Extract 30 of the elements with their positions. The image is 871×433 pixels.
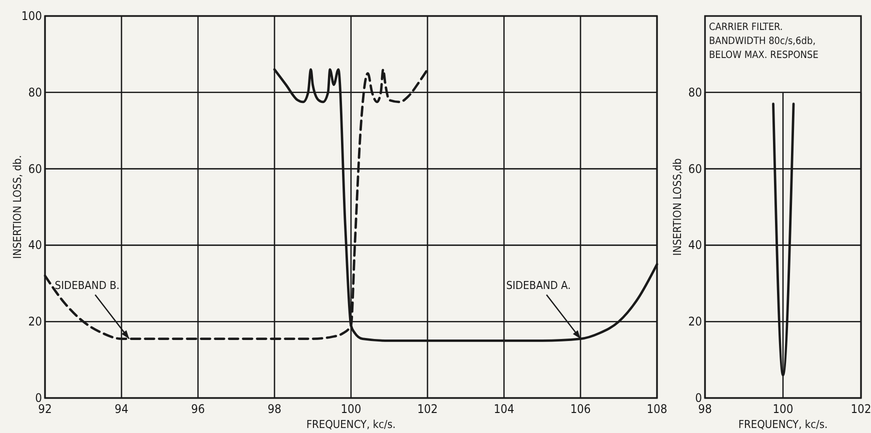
x-tick-label: 104 xyxy=(494,402,514,416)
x-tick-label: 106 xyxy=(570,402,591,416)
x-tick-label: 102 xyxy=(850,402,871,416)
y-tick-label: 80 xyxy=(28,85,42,100)
x-tick-label: 92 xyxy=(38,402,52,416)
x-tick-label: 100 xyxy=(772,402,794,416)
y-tick-label: 0 xyxy=(35,391,42,405)
y-tick-label: 40 xyxy=(28,238,42,252)
y-tick-label: 100 xyxy=(21,9,42,23)
x-axis-title: FREQUENCY, kc/s. xyxy=(306,418,396,431)
x-tick-label: 100 xyxy=(340,402,362,416)
y-axis-title: INSERTION LOSS,db xyxy=(671,158,684,256)
x-tick-label: 108 xyxy=(646,402,668,416)
x-tick-label: 98 xyxy=(698,402,712,416)
text: CARRIER FILTER. BANDWIDTH 80c/s,6db, BELOW MAX. RESPONSE xyxy=(709,22,819,61)
x-tick-label: 102 xyxy=(417,402,438,416)
y-tick-label: 60 xyxy=(28,162,42,176)
y-tick-label: 20 xyxy=(688,314,702,329)
x-tick-label: 96 xyxy=(191,402,205,416)
x-tick-label: 98 xyxy=(268,402,282,416)
x-axis-title: FREQUENCY, kc/s. xyxy=(738,418,828,431)
y-axis-title: INSERTION LOSS, db. xyxy=(11,155,24,259)
y-tick-label: 80 xyxy=(688,85,702,100)
annotation: SIDEBAND A. xyxy=(506,278,571,292)
y-tick-label: 20 xyxy=(28,314,42,329)
y-tick-label: 40 xyxy=(688,238,702,252)
x-tick-label: 94 xyxy=(114,402,128,416)
y-tick-label: 60 xyxy=(688,162,702,176)
y-tick-label: 0 xyxy=(695,391,702,405)
annotation: SIDEBAND B. xyxy=(54,278,120,292)
